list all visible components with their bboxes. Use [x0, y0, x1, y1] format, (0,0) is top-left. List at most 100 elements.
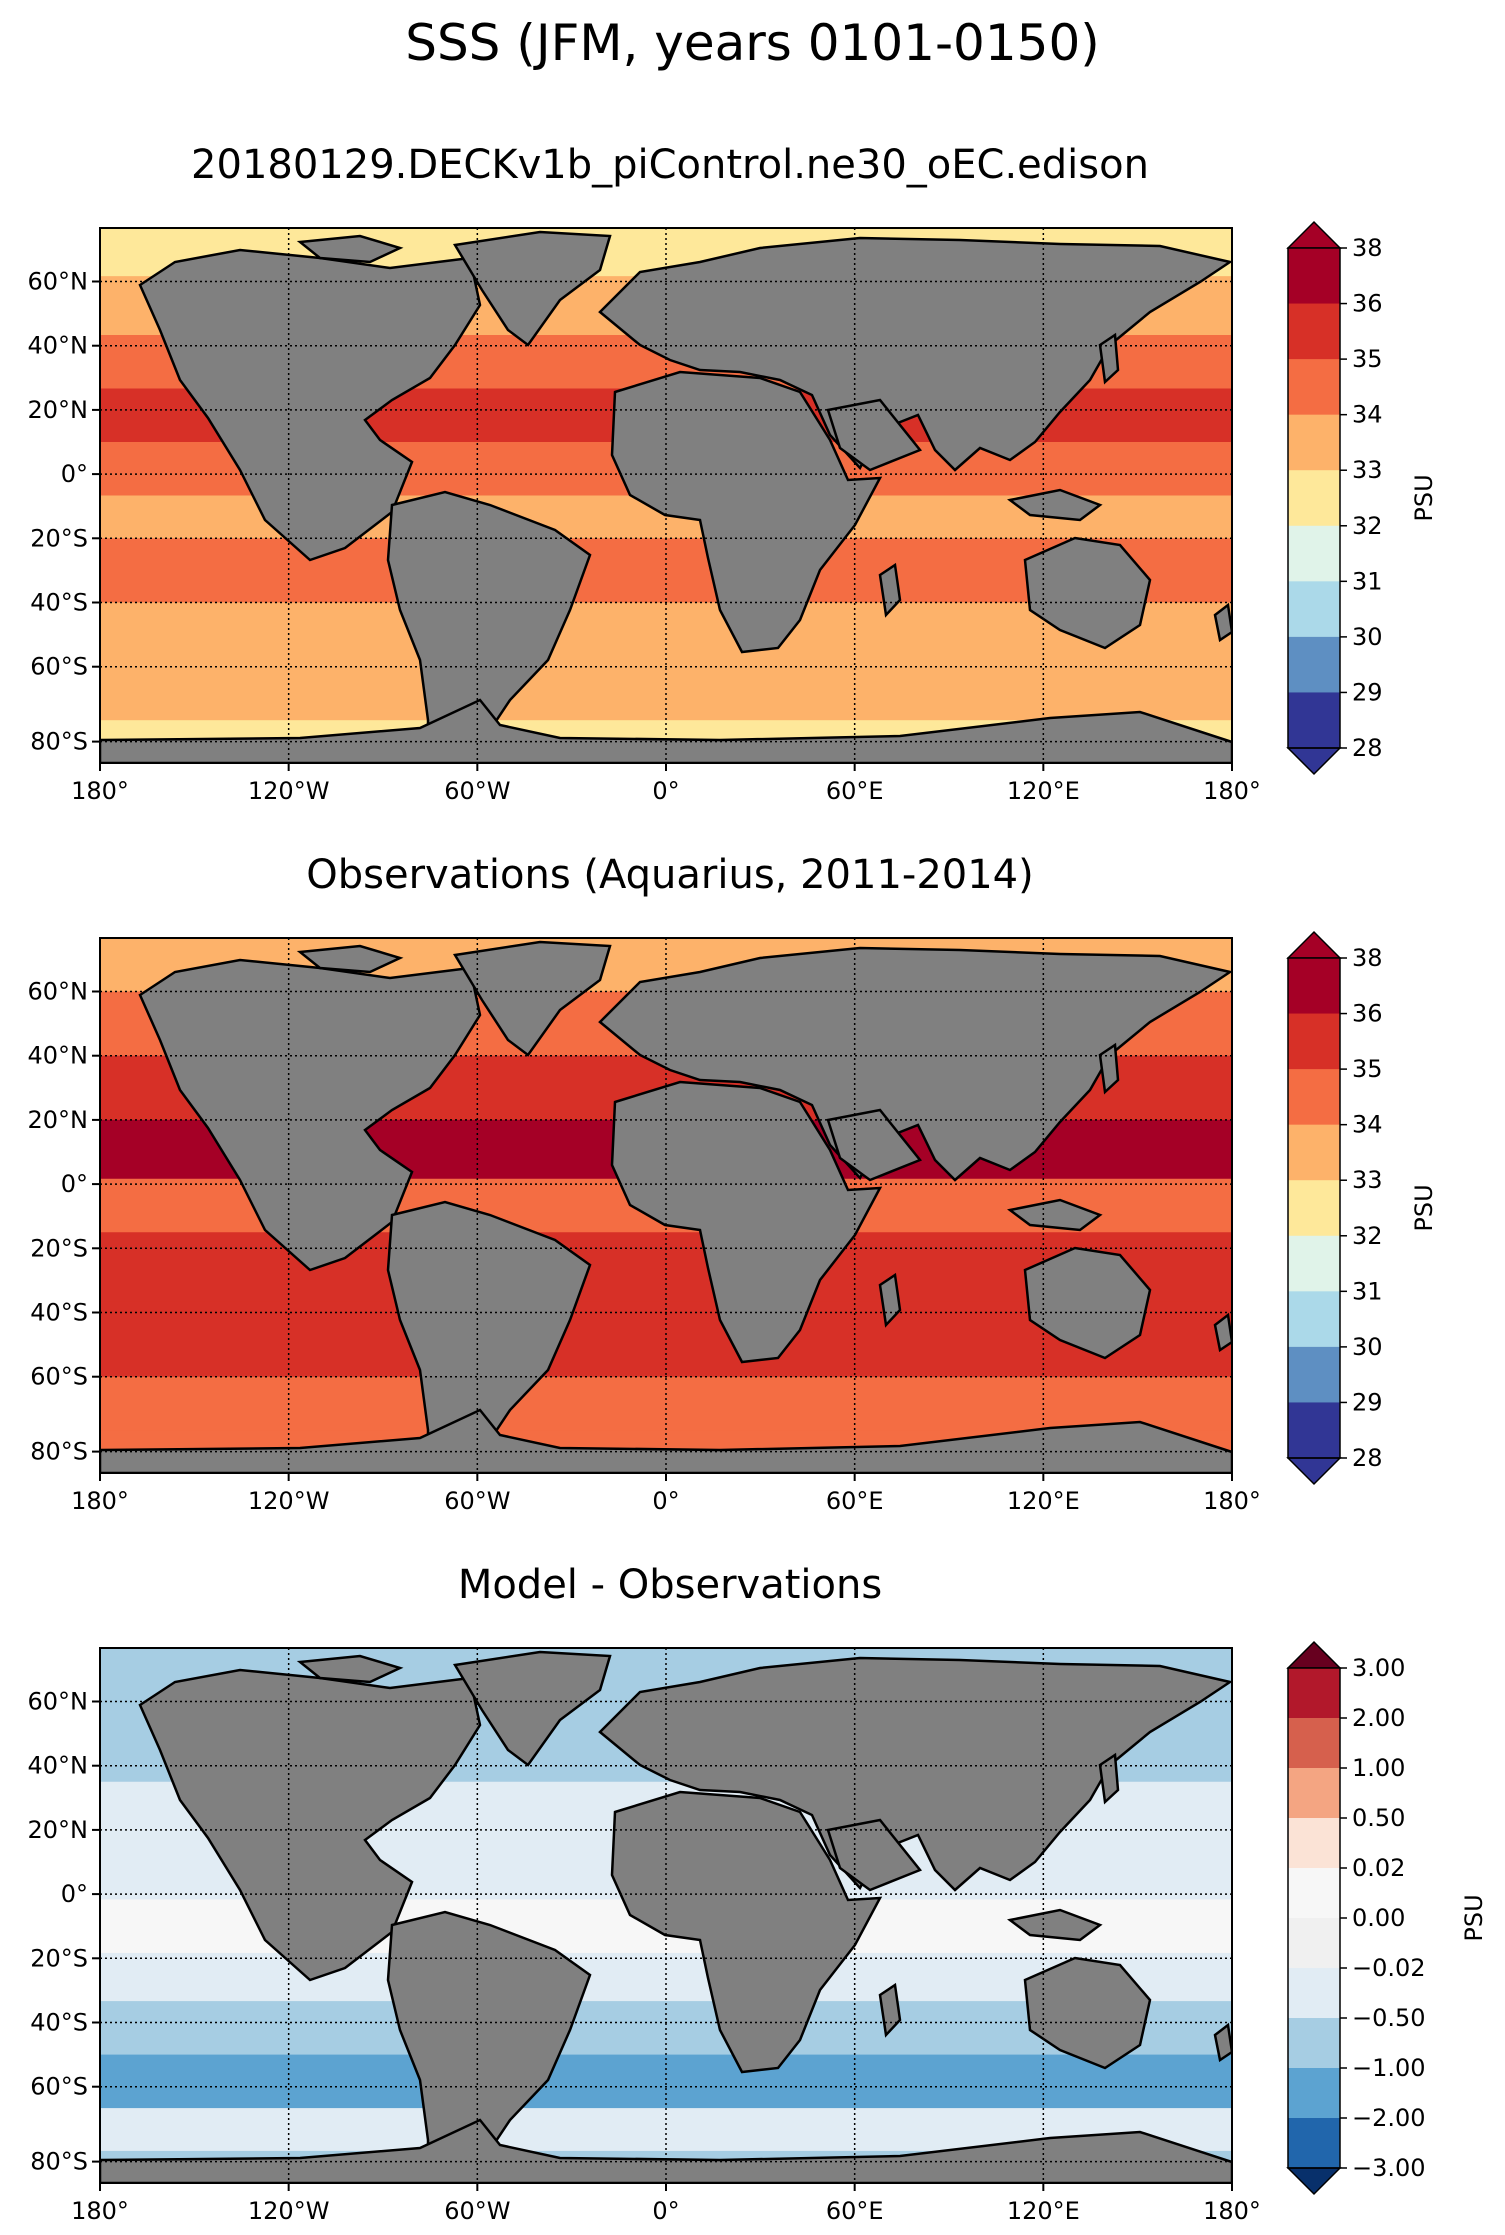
lat-tick-label: 60°N: [28, 978, 89, 1006]
colorbar-extend-low: [1286, 1457, 1342, 1486]
map-panel-2: 180° 120°W 60°W 0° 60°E 120°E 180° 60°N 40°N 20°N…: [28, 930, 1438, 1515]
lat-tick-label: 40°N: [28, 332, 89, 360]
lon-tick-label: 60°E: [826, 1487, 884, 1515]
colorbar-segment: [1288, 1868, 1340, 1919]
lon-tick-label: 120°E: [1007, 777, 1080, 805]
colorbar-segment: [1288, 1768, 1340, 1819]
colorbar-tick-label: 31: [1352, 567, 1383, 595]
colorbar-tick-label: 32: [1352, 1222, 1383, 1250]
colorbar-tick-label: −2.00: [1352, 2104, 1426, 2132]
lon-tick-label: 180°: [1203, 1487, 1261, 1515]
lat-tick-label: 20°N: [28, 1816, 89, 1844]
colorbar: 28 29 30 31 32 33 34 35 36 38 PSU: [1286, 930, 1438, 1486]
lon-tick-label: 120°E: [1007, 2197, 1080, 2225]
colorbar-tick-label: 29: [1352, 678, 1383, 706]
colorbar-tick-label: −0.02: [1352, 1954, 1426, 1982]
lon-tick-label: 0°: [652, 2197, 679, 2225]
colorbar-label: PSU: [1460, 1894, 1488, 1941]
lat-tick-label: 60°N: [28, 268, 89, 296]
lat-tick-label: 40°S: [30, 1299, 88, 1327]
colorbar-segment: [1288, 1346, 1340, 1403]
panel-2-title: Observations (Aquarius, 2011-2014): [306, 852, 1034, 898]
lon-tick-label: 120°E: [1007, 1487, 1080, 1515]
lon-tick-label: 120°W: [248, 2197, 330, 2225]
colorbar-extend-high: [1286, 1640, 1342, 1669]
colorbar-segment: [1288, 525, 1340, 582]
panel-1-title: 20180129.DECKv1b_piControl.ne30_oEC.edis…: [191, 142, 1149, 188]
colorbar-segment: [1288, 581, 1340, 638]
colorbar-tick-label: 0.50: [1352, 1804, 1405, 1832]
colorbar-extend-low: [1286, 747, 1342, 776]
lon-tick-label: 180°: [71, 2197, 129, 2225]
ocean-field: [100, 938, 1232, 1473]
colorbar-segment: [1288, 1013, 1340, 1070]
colorbar-segment: [1288, 636, 1340, 693]
map-panel-3: 180° 120°W 60°W 0° 60°E 120°E 180° 60°N 40°N 20°N…: [28, 1640, 1488, 2225]
lat-tick-label: 80°S: [30, 728, 88, 756]
colorbar-tick-label: 31: [1352, 1277, 1383, 1305]
lat-tick-label: 20°S: [30, 1234, 88, 1262]
colorbar-tick-label: 38: [1352, 944, 1383, 972]
lat-tick-label: 60°S: [30, 1363, 88, 1391]
colorbar-tick-label: 30: [1352, 623, 1383, 651]
figure-title: SSS (JFM, years 0101-0150): [405, 14, 1100, 72]
ocean-field: [100, 1648, 1232, 2183]
lon-tick-label: 60°W: [444, 2197, 510, 2225]
colorbar-label: PSU: [1410, 1184, 1438, 1231]
lat-tick-label: 20°N: [28, 396, 89, 424]
lat-tick-label: 0°: [61, 1170, 88, 1198]
colorbar-tick-label: 38: [1352, 234, 1383, 262]
lon-tick-label: 180°: [71, 777, 129, 805]
colorbar-tick-label: −0.50: [1352, 2004, 1426, 2032]
colorbar-segment: [1288, 1235, 1340, 1292]
colorbar-tick-label: 36: [1352, 1000, 1383, 1028]
colorbar-extend-high: [1286, 930, 1342, 959]
colorbar-frame: [1287, 957, 1341, 1459]
colorbar-segment: [1288, 2118, 1340, 2169]
colorbar: 3.00 2.00 1.00 0.50 0.02 0.00 −0.02 −0.50 −1.00 −…: [1286, 1640, 1488, 2196]
lat-tick-label: 80°S: [30, 2148, 88, 2176]
colorbar-tick-label: 30: [1352, 1333, 1383, 1361]
colorbar-segment: [1288, 1918, 1340, 1969]
colorbar-tick-label: 0.00: [1352, 1904, 1405, 1932]
lat-tick-label: 20°S: [30, 1944, 88, 1972]
lat-tick-label: 60°S: [30, 653, 88, 681]
colorbar-segment: [1288, 1718, 1340, 1769]
colorbar-segment: [1288, 2068, 1340, 2119]
colorbar-tick-label: −1.00: [1352, 2054, 1426, 2082]
salinity-band: [100, 2054, 1232, 2110]
colorbar-tick-label: 35: [1352, 1055, 1383, 1083]
lon-tick-label: 0°: [652, 1487, 679, 1515]
lon-tick-label: 120°W: [248, 777, 330, 805]
colorbar-tick-label: −3.00: [1352, 2154, 1426, 2182]
colorbar-segment: [1288, 692, 1340, 749]
colorbar-segment: [1288, 470, 1340, 527]
lat-tick-label: 20°N: [28, 1106, 89, 1134]
lat-tick-label: 0°: [61, 1880, 88, 1908]
colorbar-tick-label: 32: [1352, 512, 1383, 540]
colorbar: 28 29 30 31 32 33 34 35 36 38 PSU: [1286, 220, 1438, 776]
colorbar-tick-label: 35: [1352, 345, 1383, 373]
colorbar-tick-label: 33: [1352, 456, 1383, 484]
colorbar-tick-label: 28: [1352, 734, 1383, 762]
colorbar-tick-label: 33: [1352, 1166, 1383, 1194]
colorbar-segment: [1288, 1668, 1340, 1719]
panel-3-title: Model - Observations: [457, 1562, 883, 1608]
lon-tick-label: 120°W: [248, 1487, 330, 1515]
lon-tick-label: 0°: [652, 777, 679, 805]
lat-tick-label: 0°: [61, 460, 88, 488]
colorbar-label: PSU: [1410, 474, 1438, 521]
lat-tick-label: 60°S: [30, 2073, 88, 2101]
colorbar-segment: [1288, 1402, 1340, 1459]
colorbar-segment: [1288, 1818, 1340, 1869]
colorbar-tick-label: 1.00: [1352, 1754, 1405, 1782]
colorbar-tick-label: 34: [1352, 1111, 1383, 1139]
lon-tick-label: 180°: [1203, 777, 1261, 805]
colorbar-segment: [1288, 248, 1340, 305]
colorbar-segment: [1288, 1291, 1340, 1348]
colorbar-tick-label: 36: [1352, 290, 1383, 318]
colorbar-tick-label: 0.02: [1352, 1854, 1405, 1882]
colorbar-tick-label: 29: [1352, 1388, 1383, 1416]
colorbar-segment: [1288, 2018, 1340, 2069]
colorbar-segment: [1288, 1180, 1340, 1237]
